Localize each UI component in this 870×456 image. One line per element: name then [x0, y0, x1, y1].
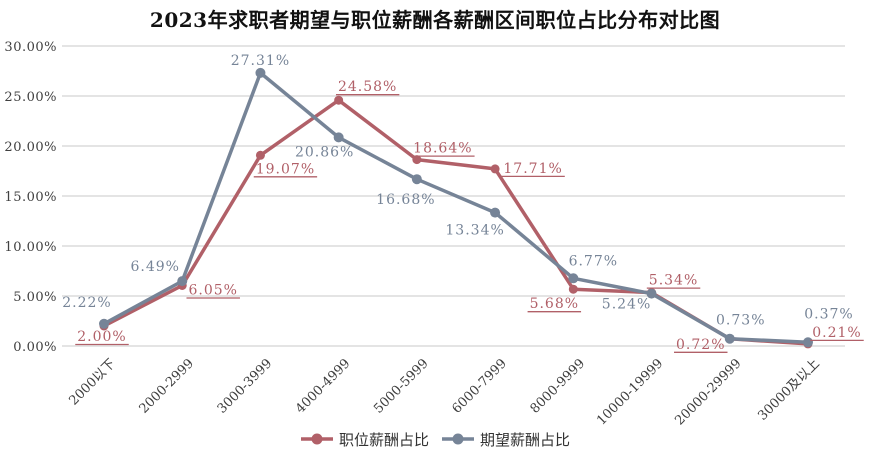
x-tick-label: 8000-9999 [528, 356, 589, 417]
chart-title: 2023年求职者期望与职位薪酬各薪酬区间职位占比分布对比图 [149, 8, 721, 32]
data-point-marker [568, 273, 579, 284]
y-axis-labels: 0.00% 5.00% 10.00% 15.00% 20.00% 25.00% 30.00% [4, 40, 57, 355]
data-label: 6.49% [130, 259, 179, 275]
data-point-marker [334, 95, 344, 105]
data-label: 5.24% [602, 297, 651, 313]
data-label: 17.71% [503, 161, 562, 177]
data-point-marker [99, 318, 109, 329]
data-point-marker [333, 132, 344, 143]
data-label: 0.72% [676, 337, 725, 353]
data-label: 6.05% [188, 283, 237, 299]
y-tick-label: 10.00% [4, 240, 57, 255]
x-tick-label: 2000-2999 [137, 356, 198, 417]
legend-label: 职位薪酬占比 [338, 430, 429, 449]
x-tick-label: 3000-3999 [215, 356, 276, 417]
legend-item-1: 期望薪酬占比 [441, 429, 570, 450]
data-label: 18.64% [413, 141, 472, 157]
data-label: 0.21% [812, 325, 861, 341]
data-label: 19.07% [256, 161, 315, 177]
data-label: 27.31% [231, 53, 290, 69]
data-point-marker [411, 174, 422, 185]
data-point-marker [255, 67, 266, 78]
y-tick-label: 15.00% [4, 190, 57, 205]
data-point-marker [412, 155, 422, 165]
y-tick-label: 20.00% [4, 140, 57, 155]
data-label: 2.00% [77, 329, 126, 345]
data-label: 5.34% [649, 273, 698, 289]
y-tick-label: 25.00% [4, 90, 57, 105]
data-label: 0.73% [716, 313, 765, 329]
data-point-marker [568, 284, 578, 294]
data-point-marker [646, 288, 657, 299]
data-label: 20.86% [295, 144, 354, 160]
legend-item-0: 职位薪酬占比 [300, 429, 429, 450]
x-axis-labels: 2000以下 2000-2999 3000-3999 4000-4999 5000-59… [66, 356, 822, 426]
y-tick-label: 30.00% [4, 40, 57, 55]
data-labels-0: 2.00% 6.05% 19.07% 24.58% 18.64% 17.71% 5.68% 5… [75, 79, 864, 353]
x-tick-label: 6000-7999 [449, 356, 510, 417]
x-tick-label: 5000-5999 [371, 356, 432, 417]
line-chart: 0.00% 5.00% 10.00% 15.00% 20.00% 25.00% 30.00%… [4, 40, 864, 426]
data-label: 0.37% [804, 306, 853, 322]
data-point-marker [724, 333, 735, 344]
data-point-marker [490, 207, 501, 218]
data-point-marker [177, 276, 188, 287]
data-label: 24.58% [338, 79, 397, 95]
x-tick-label: 30000及以上 [755, 356, 822, 423]
data-label: 13.34% [445, 223, 504, 239]
y-tick-label: 0.00% [13, 340, 57, 355]
x-tick-label: 20000-29999 [672, 356, 744, 426]
legend-label: 期望薪酬占比 [480, 430, 571, 449]
data-point-marker [255, 150, 265, 160]
data-labels-1: 2.22% 6.49% 27.31% 20.86% 16.68% 13.34% 6.77% 5… [62, 53, 853, 329]
data-label: 2.22% [62, 295, 111, 311]
x-tick-label: 4000-4999 [293, 356, 354, 417]
legend-marker-icon [442, 433, 474, 445]
y-tick-label: 5.00% [13, 290, 57, 305]
data-point-marker [490, 164, 500, 174]
x-tick-label: 2000以下 [66, 356, 118, 408]
gridlines [62, 45, 845, 347]
data-label: 6.77% [569, 253, 618, 269]
series-1 [99, 67, 813, 348]
chart-legend: 职位薪酬占比 期望薪酬占比 [0, 426, 870, 452]
data-label: 16.68% [376, 192, 435, 208]
x-tick-label: 10000-19999 [594, 356, 666, 426]
legend-marker-icon [300, 433, 333, 445]
series-line-1 [102, 71, 810, 345]
data-label: 5.68% [530, 296, 579, 312]
